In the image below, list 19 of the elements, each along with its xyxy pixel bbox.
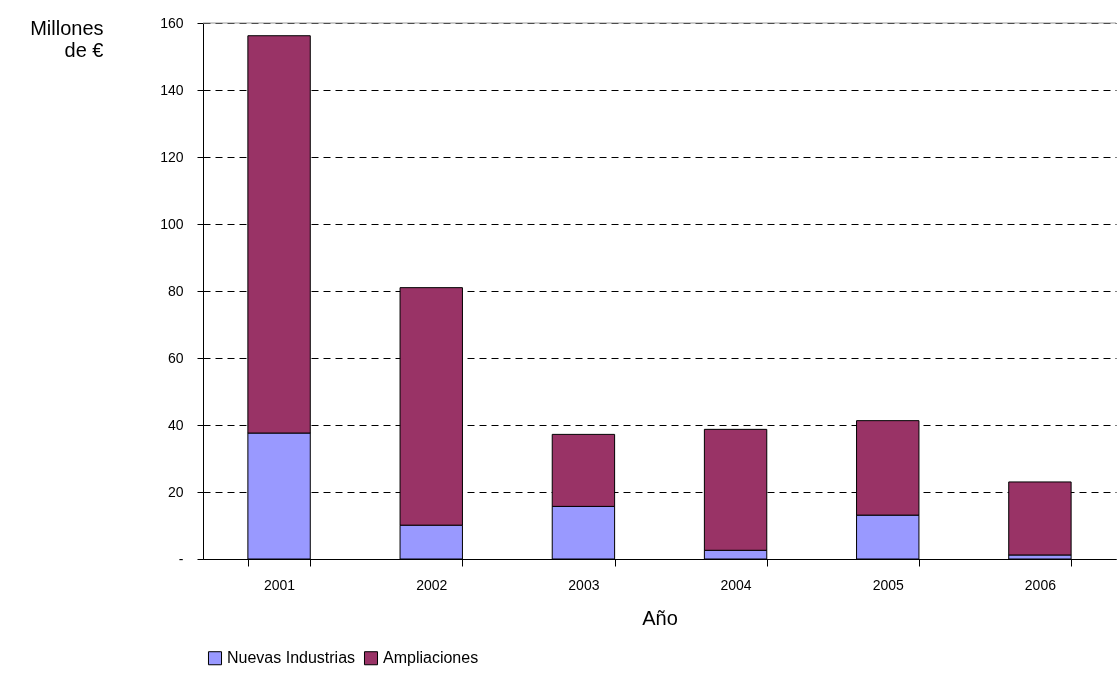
y-tick-label: 80 [167, 282, 184, 299]
y-tick-label: 40 [167, 416, 184, 433]
y-tick-label: 60 [167, 349, 184, 366]
legend-label: Nuevas Industrias [227, 649, 356, 667]
x-tick-label: 2003 [568, 576, 600, 593]
x-axis-title: Año [642, 606, 678, 629]
y-tick-label: 140 [160, 81, 184, 98]
x-tick-label: 2001 [264, 576, 296, 593]
y-tick-label: - [178, 550, 184, 567]
x-tick-label: 2004 [720, 576, 752, 593]
y-tick-label: 120 [160, 148, 184, 165]
y-tick-label: 20 [167, 483, 184, 500]
legend-label: Ampliaciones [383, 649, 479, 667]
x-tick-label: 2005 [872, 576, 905, 593]
x-tick-label: 2006 [1024, 576, 1057, 593]
y-tick-label: 160 [160, 14, 184, 31]
x-tick-label: 2002 [416, 576, 448, 593]
y-axis-title: Millones de € [30, 16, 104, 61]
y-tick-label: 100 [160, 215, 184, 232]
